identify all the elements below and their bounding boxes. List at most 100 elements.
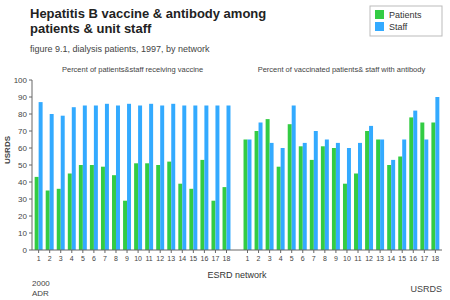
x-tick-label: 16 bbox=[201, 255, 209, 262]
bar bbox=[167, 162, 171, 250]
x-tick bbox=[291, 250, 292, 253]
legend-swatch bbox=[375, 10, 384, 19]
bar bbox=[409, 117, 413, 250]
y-tick bbox=[29, 148, 32, 149]
bars bbox=[35, 97, 440, 250]
bar bbox=[112, 175, 116, 250]
x-tick-label: 14 bbox=[178, 255, 186, 262]
bar bbox=[57, 189, 61, 250]
bar bbox=[431, 123, 435, 251]
bar bbox=[336, 143, 340, 250]
subtitle: figure 9.1, dialysis patients, 1997, by … bbox=[30, 44, 210, 54]
bar bbox=[123, 201, 127, 250]
bar bbox=[299, 146, 303, 250]
x-tick bbox=[380, 250, 381, 253]
annotation: Percent of vaccinated patients& staff wi… bbox=[258, 65, 426, 74]
bar bbox=[83, 106, 87, 251]
bar bbox=[134, 163, 138, 250]
y-tick-label: 10 bbox=[18, 229, 27, 238]
bar bbox=[244, 140, 248, 251]
y-tick-label: 40 bbox=[18, 178, 27, 187]
x-tick-label: 7 bbox=[103, 255, 107, 262]
y-tick bbox=[29, 165, 32, 166]
bar bbox=[380, 140, 384, 251]
bar bbox=[149, 104, 153, 250]
title-line: patients & unit staff bbox=[30, 21, 152, 36]
x-tick-label: 9 bbox=[125, 255, 129, 262]
bar bbox=[376, 140, 380, 251]
x-axis-label: ESRD network bbox=[207, 270, 267, 280]
bar bbox=[79, 165, 83, 250]
x-tick bbox=[413, 250, 414, 253]
y-tick-label: 70 bbox=[18, 127, 27, 136]
x-tick bbox=[193, 250, 194, 253]
bar bbox=[211, 201, 215, 250]
x-tick-label: 7 bbox=[312, 255, 316, 262]
bar bbox=[435, 97, 439, 250]
x-tick-label: 6 bbox=[92, 255, 96, 262]
x-tick bbox=[424, 250, 425, 253]
bar bbox=[420, 123, 424, 251]
x-tick bbox=[171, 250, 172, 253]
x-tick bbox=[247, 250, 248, 253]
legend-box bbox=[370, 6, 442, 36]
x-tick-label: 3 bbox=[268, 255, 272, 262]
bar bbox=[101, 167, 105, 250]
y-tick-label: 20 bbox=[18, 212, 27, 221]
x-tick-label: 15 bbox=[189, 255, 197, 262]
x-tick bbox=[204, 250, 205, 253]
x-tick bbox=[280, 250, 281, 253]
x-tick-label: 1 bbox=[246, 255, 250, 262]
bar bbox=[255, 131, 259, 250]
y-tick bbox=[29, 250, 32, 251]
bar bbox=[266, 119, 270, 250]
x-tick bbox=[127, 250, 128, 253]
bar bbox=[303, 143, 307, 250]
bar bbox=[46, 191, 50, 251]
x-tick bbox=[313, 250, 314, 253]
bar bbox=[247, 140, 251, 251]
bar bbox=[171, 104, 175, 250]
y-tick bbox=[29, 182, 32, 183]
x-tick bbox=[60, 250, 61, 253]
bar bbox=[314, 131, 318, 250]
y-tick-label: 100 bbox=[14, 76, 28, 85]
bar bbox=[223, 187, 227, 250]
bar bbox=[35, 177, 39, 250]
bar bbox=[343, 184, 347, 250]
x-tick bbox=[226, 250, 227, 253]
bar bbox=[277, 167, 281, 250]
bar bbox=[90, 165, 94, 250]
x-tick-label: 14 bbox=[387, 255, 395, 262]
bar bbox=[127, 104, 131, 250]
bar bbox=[358, 143, 362, 250]
x-tick bbox=[215, 250, 216, 253]
x-tick-label: 2 bbox=[48, 255, 52, 262]
y-tick-label: 80 bbox=[18, 110, 27, 119]
x-tick-label: 11 bbox=[146, 255, 153, 262]
bar bbox=[39, 102, 43, 250]
x-tick bbox=[402, 250, 403, 253]
bar bbox=[156, 165, 160, 250]
bar bbox=[259, 123, 263, 251]
x-tick bbox=[182, 250, 183, 253]
x-tick-label: 18 bbox=[223, 255, 231, 262]
bar bbox=[288, 124, 292, 250]
bar bbox=[424, 140, 428, 251]
bar bbox=[310, 160, 314, 250]
bar bbox=[72, 107, 76, 250]
x-tick bbox=[71, 250, 72, 253]
chart: Hepatitis B vaccine & antibody amongpati… bbox=[0, 0, 450, 300]
bar bbox=[50, 114, 54, 250]
bar bbox=[116, 106, 120, 251]
y-tick bbox=[29, 97, 32, 98]
y-tick bbox=[29, 199, 32, 200]
y-tick bbox=[29, 216, 32, 217]
y-tick-label: 60 bbox=[18, 144, 27, 153]
bar bbox=[160, 106, 164, 251]
x-tick-label: 1 bbox=[37, 255, 41, 262]
title-line: Hepatitis B vaccine & antibody among bbox=[30, 6, 266, 21]
x-tick bbox=[49, 250, 50, 253]
bar bbox=[281, 148, 285, 250]
x-tick bbox=[358, 250, 359, 253]
